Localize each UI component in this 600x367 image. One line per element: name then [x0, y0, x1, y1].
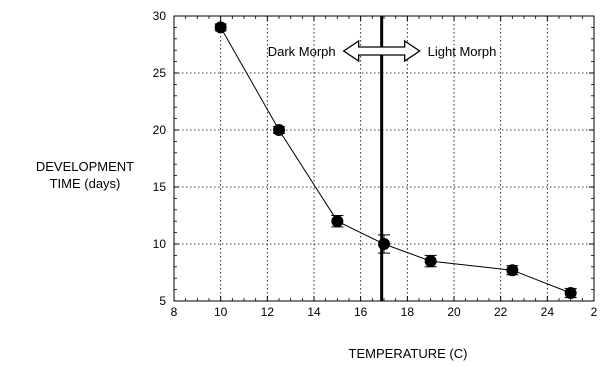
x-tick-label: 22	[494, 305, 508, 319]
y-tick-labels: 5 10 15 20 25 30	[153, 9, 167, 308]
x-tick-labels: 8 10 12 14 16 18 20 22 24 2	[171, 305, 598, 319]
plot-frame	[173, 15, 595, 302]
y-tick-label: 5	[159, 294, 166, 308]
y-tick-label: 25	[153, 66, 167, 80]
light-morph-label: Light Morph	[428, 44, 497, 59]
x-axis-label: TEMPERATURE (C)	[0, 346, 600, 361]
dark-morph-label: Dark Morph	[268, 44, 336, 59]
x-tick-label: 18	[401, 305, 415, 319]
data-points	[214, 21, 577, 300]
x-tick-label: 8	[171, 305, 178, 319]
x-tick-label: 16	[354, 305, 368, 319]
y-tick-label: 10	[153, 237, 167, 251]
data-point	[214, 21, 227, 34]
x-axis-label-text: TEMPERATURE (C)	[348, 346, 468, 361]
data-point	[378, 238, 390, 250]
error-bars	[214, 23, 577, 299]
y-axis-label-line-2: TIME (days)	[49, 176, 121, 191]
data-point	[564, 287, 577, 300]
data-point	[331, 215, 344, 228]
x-tick-label: 20	[447, 305, 461, 319]
double-arrow-icon	[342, 39, 421, 63]
y-tick-label: 30	[153, 9, 167, 23]
data-point	[506, 264, 519, 277]
grid	[174, 16, 594, 301]
x-tick-label: 10	[214, 305, 228, 319]
x-tick-label: 24	[541, 305, 555, 319]
data-point	[424, 255, 437, 268]
series-line	[220, 27, 571, 294]
data-point	[273, 124, 285, 136]
axis-ticks	[173, 15, 595, 302]
x-tick-label: 12	[261, 305, 275, 319]
x-tick-label: 14	[307, 305, 321, 319]
y-axis-label: DEVELOPMENT TIME (days)	[0, 158, 170, 192]
y-tick-label: 20	[153, 123, 167, 137]
y-tick-label: 15	[153, 180, 167, 194]
x-tick-label: 2	[591, 305, 598, 319]
y-axis-label-line-1: DEVELOPMENT	[35, 159, 135, 174]
